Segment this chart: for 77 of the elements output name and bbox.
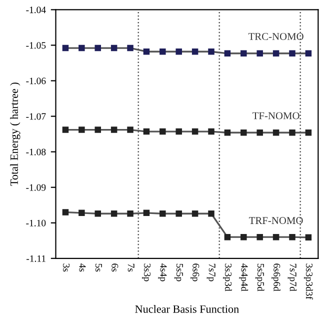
y-tick-label: -1.05 <box>26 42 46 49</box>
point <box>94 126 101 133</box>
x-axis-title: Nuclear Basis Function <box>135 305 239 313</box>
point <box>94 210 101 217</box>
point <box>256 234 263 240</box>
y-tick-label: -1.08 <box>26 148 46 156</box>
point <box>110 126 118 133</box>
point <box>160 128 166 135</box>
x-tick-label: 4s <box>79 263 86 272</box>
x-tick-label: 5s5p <box>174 264 183 282</box>
x-tick-label: 6s6p <box>190 264 200 282</box>
point <box>127 126 134 133</box>
point <box>240 130 247 136</box>
point <box>160 210 166 217</box>
point <box>272 234 280 240</box>
point <box>272 130 280 136</box>
x-tick-label: 3s3p3d3f <box>304 264 313 300</box>
y-tick-label: -1.07 <box>26 113 46 120</box>
series-label: TRC-NOMO <box>248 33 304 40</box>
series-label: TF-NOMO <box>252 112 300 120</box>
point <box>127 44 134 52</box>
point <box>208 48 214 55</box>
point <box>78 210 85 216</box>
point <box>272 50 280 57</box>
point <box>256 130 263 136</box>
point <box>160 48 166 55</box>
point <box>62 209 69 216</box>
point <box>192 128 198 135</box>
point <box>94 44 101 52</box>
point <box>240 234 247 240</box>
point <box>192 48 198 55</box>
point <box>127 210 134 217</box>
series-label: TRF-NOMO <box>249 217 303 224</box>
point <box>305 50 312 57</box>
point <box>176 210 182 217</box>
point <box>289 50 296 57</box>
x-tick-label: 3s <box>63 264 70 272</box>
x-tick-label: 6s <box>112 264 118 272</box>
point <box>208 210 214 217</box>
point <box>143 128 150 135</box>
point <box>62 44 69 52</box>
point <box>289 130 296 136</box>
point <box>224 234 231 240</box>
x-tick-label: 7s <box>128 264 134 272</box>
y-axis-title: Total Energy ( hartree ) <box>10 82 20 186</box>
y-tick-label: -1.09 <box>26 184 46 191</box>
x-tick-label: 3s3p <box>142 264 151 282</box>
y-tick-label: -1.11 <box>26 255 46 262</box>
point <box>78 126 85 133</box>
point <box>62 126 69 133</box>
point <box>192 210 198 217</box>
point <box>208 128 214 135</box>
point <box>256 50 263 57</box>
point <box>224 50 231 57</box>
x-tick-label: 4s4p4d <box>239 263 248 292</box>
point <box>224 130 231 136</box>
x-tick-label: 7s7p7d <box>288 264 297 292</box>
point <box>305 130 312 136</box>
x-tick-label: 5s <box>95 264 102 272</box>
x-tick-label: 5s5p5d <box>255 264 264 292</box>
point <box>143 48 150 55</box>
point <box>110 210 118 217</box>
y-tick-label: -1.04 <box>26 6 46 14</box>
point <box>110 44 118 52</box>
x-tick-label: 4s4p <box>158 263 167 282</box>
point <box>143 210 150 216</box>
y-tick-label: -1.06 <box>26 78 46 84</box>
point <box>176 48 182 55</box>
point <box>240 50 247 57</box>
x-tick-label: 7s7p <box>206 264 216 282</box>
point <box>176 128 182 135</box>
x-tick-label: 3s3p3d <box>223 264 232 292</box>
y-tick-label: -1.10 <box>26 220 46 226</box>
x-tick-label: 6s6p6d <box>272 264 280 292</box>
point <box>289 234 296 240</box>
point <box>78 44 85 52</box>
point <box>305 234 312 241</box>
